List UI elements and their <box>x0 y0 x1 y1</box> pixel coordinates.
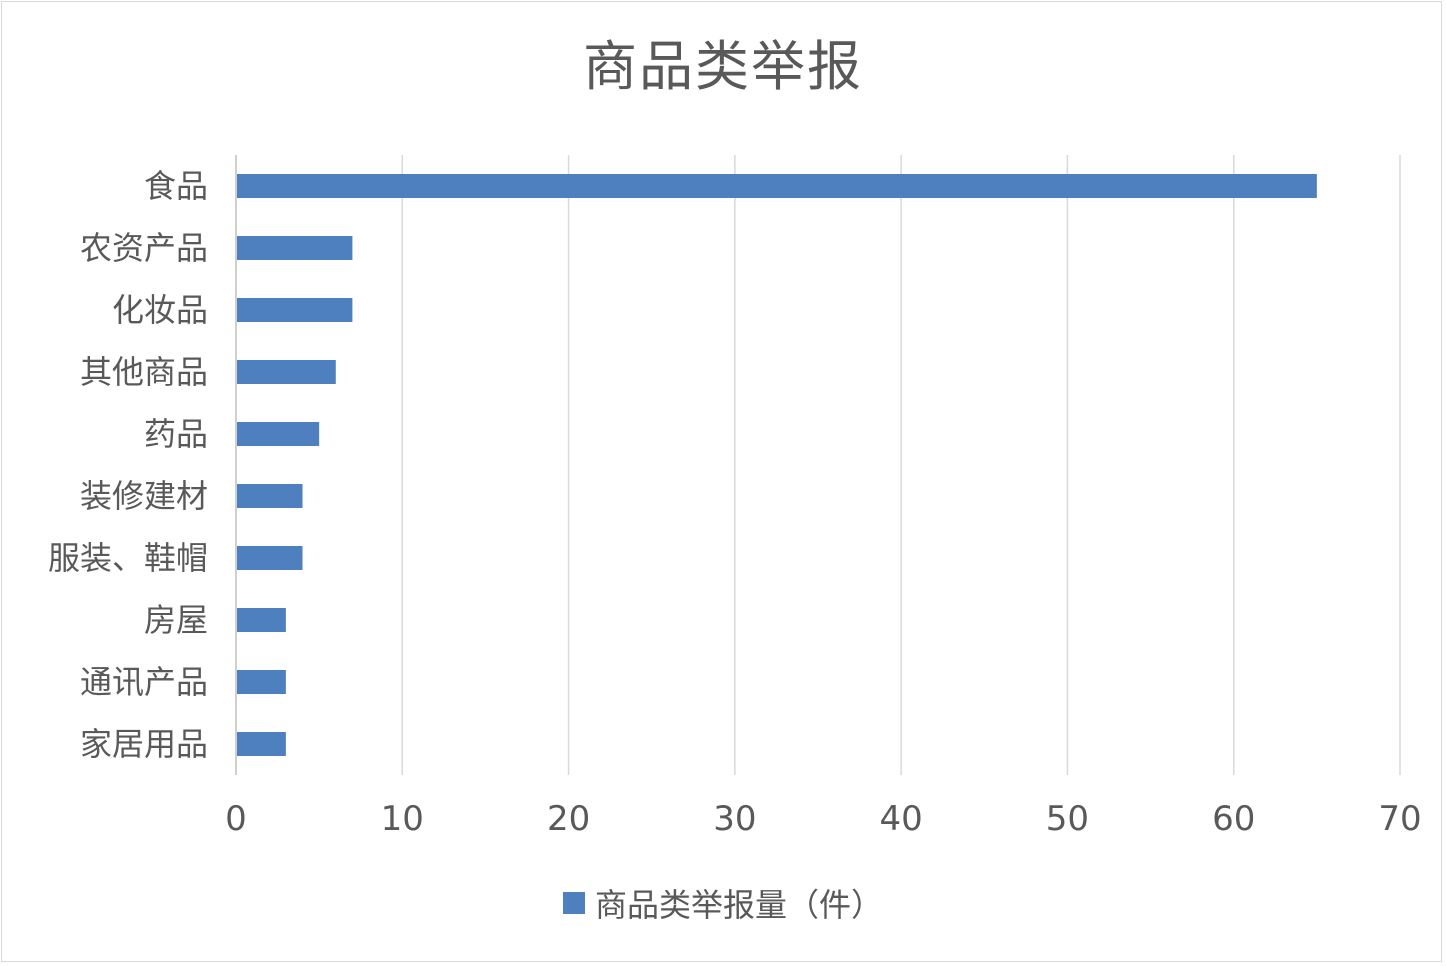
x-tick-label: 50 <box>1046 799 1089 839</box>
y-category-label: 房屋 <box>144 601 208 639</box>
bar <box>237 670 286 694</box>
y-category-label: 装修建材 <box>80 477 208 515</box>
y-category-label: 家居用品 <box>80 725 208 763</box>
x-tick-label: 0 <box>225 799 247 839</box>
bar <box>237 422 320 446</box>
bar <box>237 484 303 508</box>
x-tick-label: 20 <box>547 799 590 839</box>
y-category-label: 其他商品 <box>80 353 208 391</box>
y-category-label: 农资产品 <box>80 229 208 267</box>
bar <box>237 298 353 322</box>
bar <box>237 236 353 260</box>
x-tick-label: 40 <box>880 799 923 839</box>
bar <box>237 608 286 632</box>
y-category-label: 服装、鞋帽 <box>48 539 208 577</box>
x-tick-label: 70 <box>1378 799 1421 839</box>
y-category-label: 通讯产品 <box>80 663 208 701</box>
bar <box>237 732 286 756</box>
x-tick-label: 10 <box>381 799 424 839</box>
bar <box>237 174 1317 198</box>
legend: 商品类举报量（件） <box>0 880 1446 926</box>
chart-title: 商品类举报 <box>583 35 863 98</box>
y-category-label: 化妆品 <box>112 291 208 329</box>
x-tick-label: 30 <box>713 799 756 839</box>
y-category-label: 食品 <box>144 167 208 205</box>
y-category-label: 药品 <box>144 415 208 453</box>
legend-label: 商品类举报量（件） <box>594 886 883 924</box>
legend-swatch <box>562 892 585 914</box>
x-tick-label: 60 <box>1212 799 1255 839</box>
bar <box>237 360 336 384</box>
bar <box>237 546 303 570</box>
